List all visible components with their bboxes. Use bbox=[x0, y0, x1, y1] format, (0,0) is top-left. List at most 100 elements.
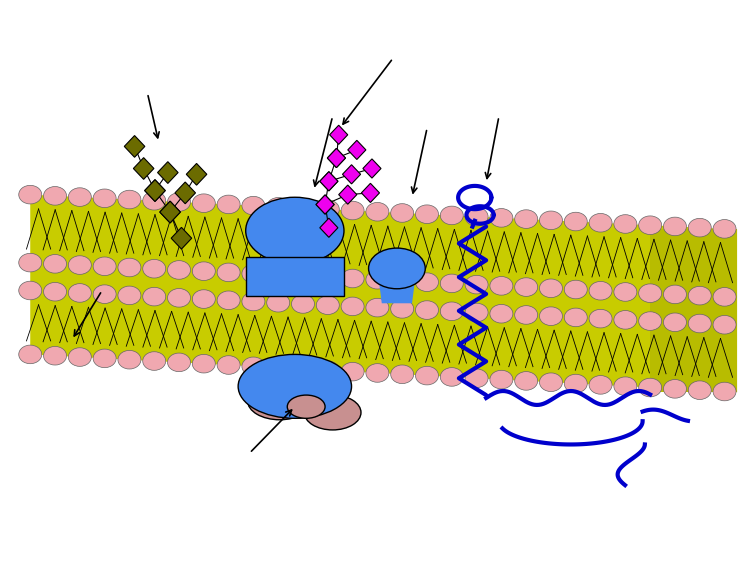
Ellipse shape bbox=[238, 354, 352, 418]
Ellipse shape bbox=[292, 295, 314, 313]
Ellipse shape bbox=[614, 215, 637, 234]
Ellipse shape bbox=[93, 257, 116, 275]
Ellipse shape bbox=[664, 285, 686, 304]
Ellipse shape bbox=[688, 381, 711, 400]
Ellipse shape bbox=[168, 193, 191, 211]
Ellipse shape bbox=[589, 375, 612, 394]
Ellipse shape bbox=[68, 256, 91, 274]
Ellipse shape bbox=[68, 348, 91, 367]
Ellipse shape bbox=[713, 315, 736, 334]
Polygon shape bbox=[348, 141, 366, 160]
Polygon shape bbox=[320, 172, 338, 191]
Polygon shape bbox=[320, 218, 338, 238]
Ellipse shape bbox=[143, 288, 166, 306]
Ellipse shape bbox=[316, 200, 339, 218]
Polygon shape bbox=[342, 165, 361, 184]
Ellipse shape bbox=[143, 192, 166, 210]
Ellipse shape bbox=[614, 311, 637, 329]
Polygon shape bbox=[124, 135, 145, 157]
Ellipse shape bbox=[366, 202, 389, 221]
Polygon shape bbox=[327, 149, 345, 168]
Ellipse shape bbox=[564, 308, 587, 327]
Ellipse shape bbox=[391, 204, 414, 223]
Ellipse shape bbox=[416, 273, 438, 292]
Polygon shape bbox=[316, 195, 334, 214]
Ellipse shape bbox=[44, 346, 67, 365]
Ellipse shape bbox=[564, 212, 587, 231]
Ellipse shape bbox=[292, 199, 314, 217]
Ellipse shape bbox=[713, 382, 736, 401]
Ellipse shape bbox=[589, 281, 612, 300]
Ellipse shape bbox=[93, 349, 116, 368]
Ellipse shape bbox=[292, 360, 314, 378]
Ellipse shape bbox=[267, 293, 290, 312]
Ellipse shape bbox=[19, 345, 42, 364]
Polygon shape bbox=[157, 162, 178, 184]
Polygon shape bbox=[30, 195, 737, 392]
Polygon shape bbox=[378, 274, 416, 303]
Ellipse shape bbox=[19, 185, 42, 204]
Polygon shape bbox=[339, 185, 357, 205]
Ellipse shape bbox=[664, 217, 686, 236]
Ellipse shape bbox=[118, 258, 141, 277]
Polygon shape bbox=[363, 159, 381, 178]
Ellipse shape bbox=[440, 368, 463, 386]
Ellipse shape bbox=[416, 366, 438, 385]
Polygon shape bbox=[330, 125, 348, 145]
Ellipse shape bbox=[242, 196, 265, 215]
Ellipse shape bbox=[192, 194, 215, 213]
Polygon shape bbox=[160, 201, 181, 223]
Ellipse shape bbox=[217, 263, 240, 282]
Ellipse shape bbox=[118, 190, 141, 209]
Ellipse shape bbox=[267, 266, 290, 284]
Ellipse shape bbox=[564, 280, 587, 299]
Ellipse shape bbox=[143, 260, 166, 278]
Ellipse shape bbox=[490, 277, 513, 295]
Ellipse shape bbox=[391, 272, 414, 290]
Ellipse shape bbox=[515, 210, 538, 228]
Ellipse shape bbox=[713, 288, 736, 306]
Ellipse shape bbox=[713, 220, 736, 238]
Ellipse shape bbox=[242, 357, 265, 376]
Ellipse shape bbox=[368, 248, 425, 289]
Ellipse shape bbox=[639, 216, 662, 235]
Ellipse shape bbox=[19, 281, 42, 300]
Polygon shape bbox=[327, 149, 345, 168]
Ellipse shape bbox=[44, 254, 67, 273]
Ellipse shape bbox=[664, 379, 686, 398]
Ellipse shape bbox=[192, 290, 215, 309]
Ellipse shape bbox=[316, 268, 339, 286]
Ellipse shape bbox=[490, 304, 513, 323]
Ellipse shape bbox=[465, 369, 488, 388]
Ellipse shape bbox=[614, 377, 637, 396]
Ellipse shape bbox=[688, 314, 711, 333]
Ellipse shape bbox=[540, 307, 562, 325]
Ellipse shape bbox=[391, 365, 414, 383]
Ellipse shape bbox=[465, 303, 488, 322]
Ellipse shape bbox=[19, 253, 42, 272]
Polygon shape bbox=[650, 229, 737, 392]
Ellipse shape bbox=[366, 364, 389, 382]
Ellipse shape bbox=[366, 270, 389, 289]
Ellipse shape bbox=[246, 198, 344, 264]
Ellipse shape bbox=[515, 278, 538, 296]
Ellipse shape bbox=[93, 285, 116, 303]
Polygon shape bbox=[144, 180, 166, 202]
Ellipse shape bbox=[664, 313, 686, 332]
Ellipse shape bbox=[304, 395, 361, 430]
Ellipse shape bbox=[589, 309, 612, 328]
Ellipse shape bbox=[688, 286, 711, 305]
Ellipse shape bbox=[540, 211, 562, 229]
Ellipse shape bbox=[490, 209, 513, 227]
Ellipse shape bbox=[440, 302, 463, 321]
Ellipse shape bbox=[168, 289, 191, 307]
Ellipse shape bbox=[68, 284, 91, 302]
Polygon shape bbox=[171, 227, 192, 249]
Ellipse shape bbox=[168, 261, 191, 279]
Ellipse shape bbox=[515, 306, 538, 324]
Ellipse shape bbox=[639, 312, 662, 331]
Ellipse shape bbox=[267, 198, 290, 216]
Ellipse shape bbox=[242, 292, 265, 311]
Ellipse shape bbox=[341, 363, 364, 381]
Ellipse shape bbox=[44, 187, 67, 205]
